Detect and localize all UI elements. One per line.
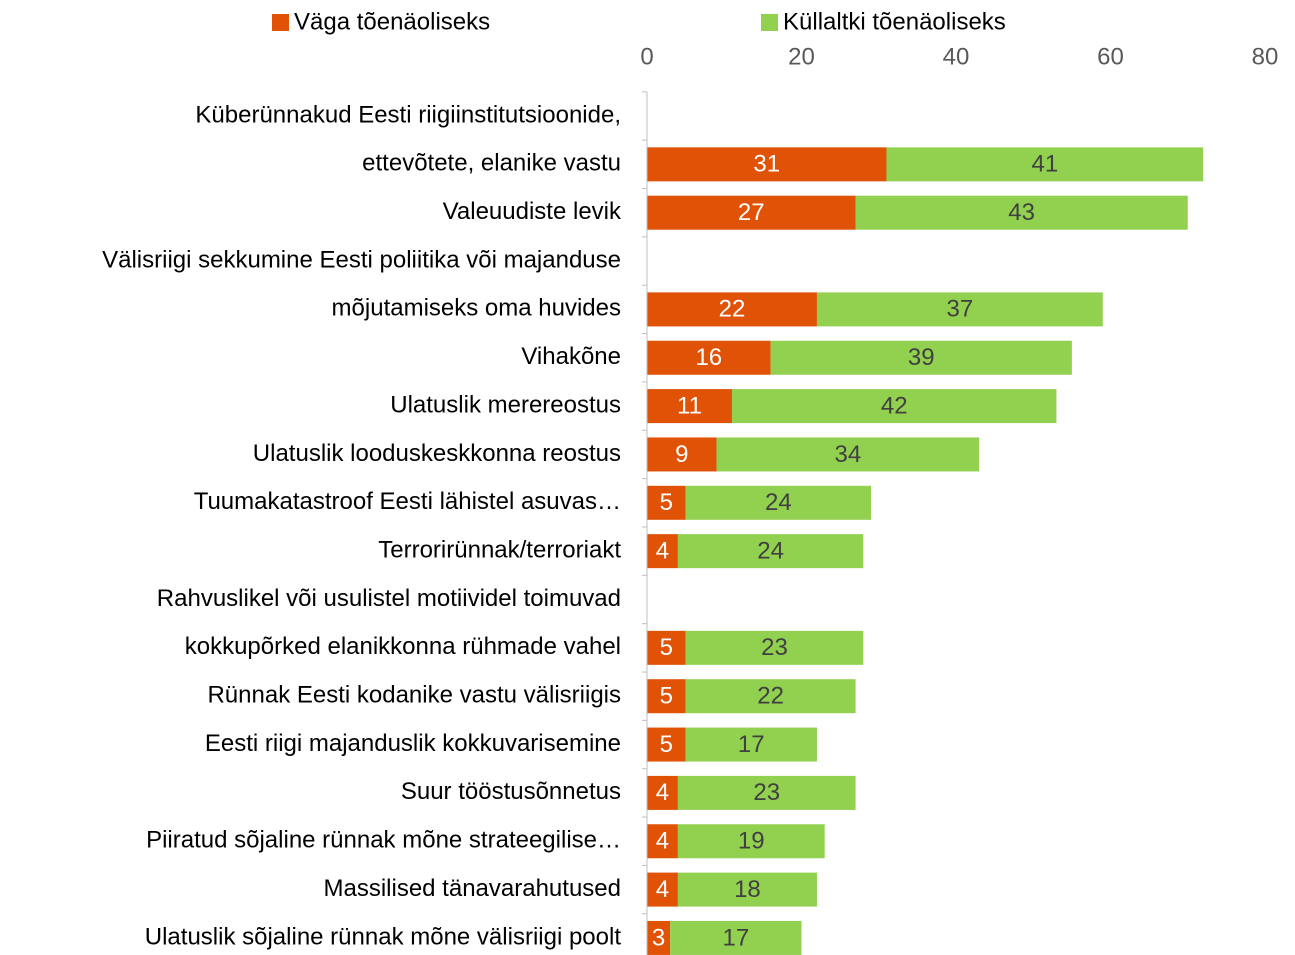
value-label: 5 [660,634,673,661]
bar-segment [647,195,856,230]
x-tick-label: 60 [1097,43,1124,70]
bar-segment [647,824,678,859]
bar-segment [647,534,678,569]
category-label: Rahvuslikel või usulistel motiividel toi… [157,585,621,612]
bar-segment [816,292,1103,327]
bar-segment [647,679,686,714]
category-label: Ulatuslik merereostus [390,391,621,418]
bar-segment [770,340,1072,375]
value-label: 5 [660,683,673,710]
bar-segment [647,727,686,762]
value-label: 16 [695,344,722,371]
value-label: 5 [660,731,673,758]
bar-segment [685,485,872,520]
category-label: Valeuudiste levik [443,198,622,225]
value-label: 5 [660,489,673,516]
bar-segment [647,389,732,424]
bar-segment [685,727,817,762]
category-label: kokkupõrked elanikkonna rühmade vahel [185,633,621,660]
value-label: 18 [734,876,761,903]
value-label: 4 [656,779,669,806]
legend-label: Küllaltki tõenäoliseks [783,8,1006,35]
value-label: 22 [757,683,784,710]
category-label: Välisriigi sekkumine Eesti poliitika või… [102,246,621,273]
value-label: 3 [652,924,665,951]
bar-segment [647,437,717,472]
value-label: 9 [675,441,688,468]
category-label: Terrorirünnak/terroriakt [378,536,621,563]
bar-segment [647,872,678,907]
value-label: 4 [656,537,669,564]
bar-segment [670,920,802,955]
bar-segment [685,630,864,665]
value-label: 4 [656,876,669,903]
category-label: mõjutamiseks oma huvides [332,295,621,322]
bar-segment [647,920,671,955]
category-label: Rünnak Eesti kodanike vastu välisriigis [207,682,621,709]
category-label: Tuumakatastroof Eesti lähistel asuvas… [194,488,621,515]
bar-segment [731,389,1057,424]
bar-segment [647,340,771,375]
value-label: 11 [677,392,702,419]
category-label: Piiratud sõjaline rünnak mõne strateegil… [146,827,621,854]
bar-segment [685,679,856,714]
value-label: 41 [1031,151,1058,178]
legend-swatch [272,14,289,31]
legend-swatch [761,14,778,31]
value-label: 24 [757,537,784,564]
category-label: Suur tööstusõnnetus [401,778,621,805]
category-label: Vihakõne [521,343,621,370]
value-label: 23 [753,779,780,806]
value-label: 17 [738,731,765,758]
bar-segment [647,147,887,182]
category-label: Ulatuslik sõjaline rünnak mõne välisriig… [145,923,622,950]
bar-segment [647,485,686,520]
category-label: Küberünnakud Eesti riigiinstitutsioonide… [195,101,621,128]
value-label: 37 [947,296,974,323]
x-tick-label: 80 [1252,43,1279,70]
bar-segment [647,630,686,665]
bar-segment [677,775,856,810]
bar-segment [716,437,980,472]
category-label: ettevõtete, elanike vastu [362,150,621,177]
bar-segment [677,824,825,859]
x-tick-label: 40 [943,43,970,70]
bar-segment [647,292,817,327]
value-label: 22 [719,296,746,323]
value-label: 4 [656,828,669,855]
category-label: Eesti riigi majanduslik kokkuvarisemine [205,730,621,757]
bar-segment [677,534,864,569]
value-label: 23 [761,634,788,661]
value-label: 17 [722,924,749,951]
category-label: Ulatuslik looduskeskkonna reostus [253,440,621,467]
value-label: 39 [908,344,935,371]
legend-label: Väga tõenäoliseks [294,8,490,35]
x-tick-label: 20 [788,43,815,70]
value-label: 24 [765,489,792,516]
value-label: 43 [1008,199,1035,226]
category-label: Massilised tänavarahutused [323,875,621,902]
value-label: 31 [753,151,780,178]
value-label: 34 [834,441,861,468]
bar-segment [886,147,1204,182]
value-label: 19 [738,828,765,855]
x-tick-label: 0 [640,43,653,70]
bar-segment [855,195,1188,230]
value-label: 42 [881,392,908,419]
value-label: 27 [738,199,765,226]
bar-segment [647,775,678,810]
bar-segment [677,872,817,907]
